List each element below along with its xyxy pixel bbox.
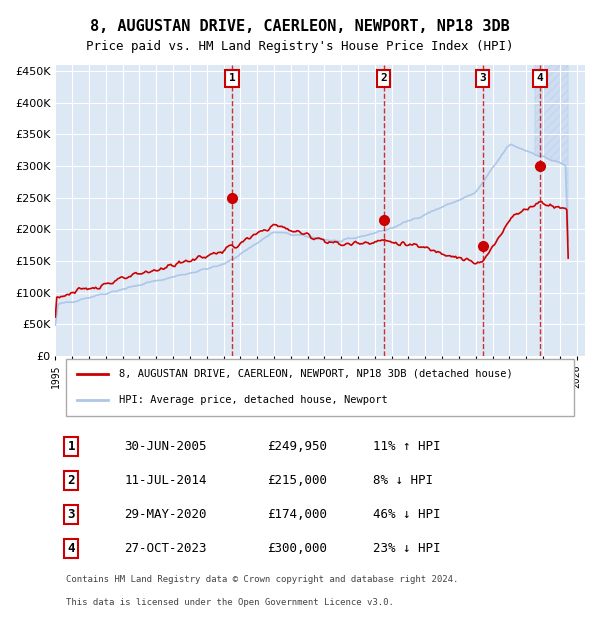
Text: 46% ↓ HPI: 46% ↓ HPI	[373, 508, 440, 521]
Text: 11% ↑ HPI: 11% ↑ HPI	[373, 440, 440, 453]
Text: 30-JUN-2005: 30-JUN-2005	[124, 440, 207, 453]
Text: £300,000: £300,000	[267, 542, 327, 555]
Text: £215,000: £215,000	[267, 474, 327, 487]
Text: 8, AUGUSTAN DRIVE, CAERLEON, NEWPORT, NP18 3DB (detached house): 8, AUGUSTAN DRIVE, CAERLEON, NEWPORT, NP…	[119, 369, 512, 379]
Text: 27-OCT-2023: 27-OCT-2023	[124, 542, 207, 555]
Text: 2: 2	[380, 73, 387, 83]
Text: 23% ↓ HPI: 23% ↓ HPI	[373, 542, 440, 555]
Text: 4: 4	[68, 542, 75, 555]
Text: 1: 1	[68, 440, 75, 453]
Text: 8, AUGUSTAN DRIVE, CAERLEON, NEWPORT, NP18 3DB: 8, AUGUSTAN DRIVE, CAERLEON, NEWPORT, NP…	[90, 19, 510, 33]
Text: 4: 4	[536, 73, 544, 83]
Text: HPI: Average price, detached house, Newport: HPI: Average price, detached house, Newp…	[119, 396, 388, 405]
Text: 8% ↓ HPI: 8% ↓ HPI	[373, 474, 433, 487]
Text: This data is licensed under the Open Government Licence v3.0.: This data is licensed under the Open Gov…	[66, 598, 394, 606]
Text: £249,950: £249,950	[267, 440, 327, 453]
Text: Contains HM Land Registry data © Crown copyright and database right 2024.: Contains HM Land Registry data © Crown c…	[66, 575, 458, 584]
Text: 3: 3	[479, 73, 486, 83]
Text: 29-MAY-2020: 29-MAY-2020	[124, 508, 207, 521]
Text: £174,000: £174,000	[267, 508, 327, 521]
Text: 11-JUL-2014: 11-JUL-2014	[124, 474, 207, 487]
FancyBboxPatch shape	[66, 359, 574, 417]
Text: Price paid vs. HM Land Registry's House Price Index (HPI): Price paid vs. HM Land Registry's House …	[86, 40, 514, 53]
Text: 1: 1	[229, 73, 235, 83]
Text: 3: 3	[68, 508, 75, 521]
Text: 2: 2	[68, 474, 75, 487]
